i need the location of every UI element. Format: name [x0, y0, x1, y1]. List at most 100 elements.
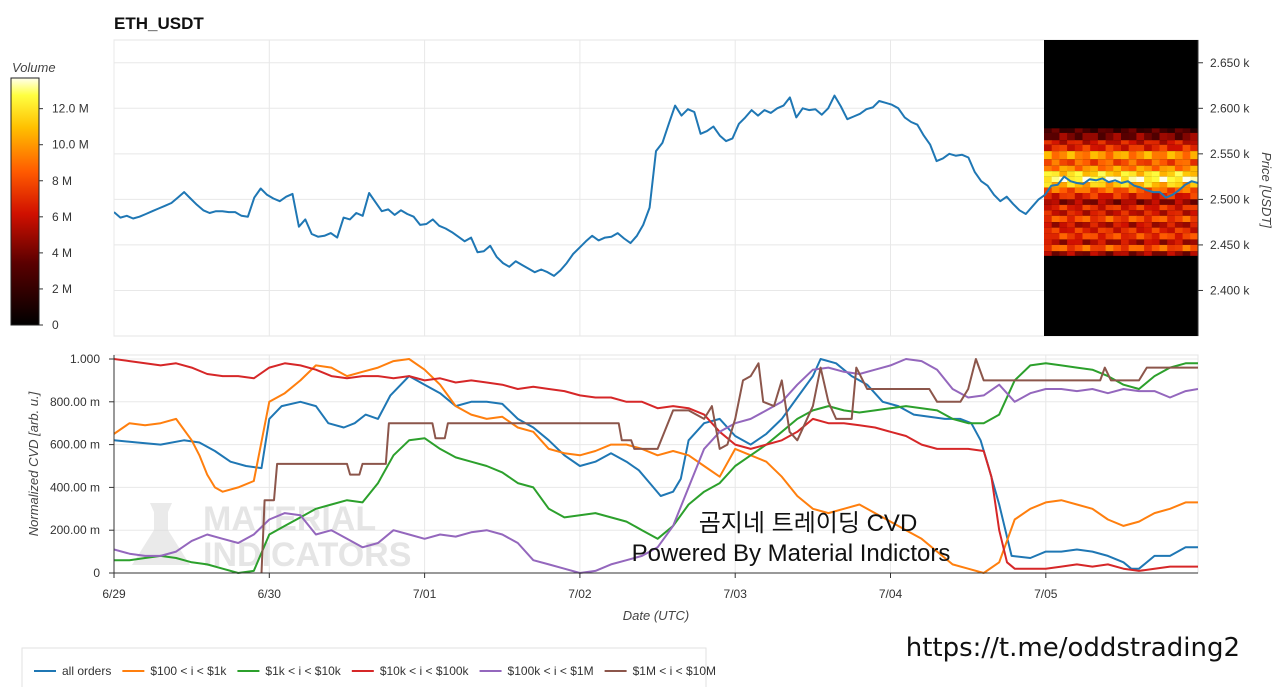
heatmap-cell [1097, 171, 1107, 177]
heatmap-cell [1159, 222, 1168, 228]
heatmap-cell [1051, 193, 1060, 200]
heatmap-cell [1044, 239, 1053, 245]
heatmap-cell [1144, 128, 1153, 133]
heatmap-cell [1113, 165, 1122, 172]
heatmap-cell [1182, 144, 1191, 152]
heatmap-cell [1113, 215, 1122, 223]
heatmap-cell [1074, 144, 1083, 152]
heatmap-cell [1090, 151, 1099, 160]
heatmap-cell [1159, 233, 1168, 240]
heatmap-cell [1090, 159, 1099, 166]
heatmap-cell [1121, 182, 1130, 188]
price-axis-ticks: 2.400 k 2.450 k 2.500 k 2.550 k 2.600 k 2.650… [1197, 40, 1250, 336]
heatmap-cell [1167, 187, 1176, 194]
heatmap-cell [1090, 244, 1099, 252]
heatmap-cell [1051, 132, 1060, 141]
heatmap-cell [1067, 227, 1076, 234]
colorbar-label: Volume [12, 60, 56, 75]
heatmap-cell [1128, 193, 1137, 200]
heatmap-cell [1136, 193, 1145, 200]
heatmap-cell [1105, 244, 1114, 252]
heatmap-cell [1174, 165, 1184, 172]
heatmap-cell [1051, 244, 1060, 252]
heatmap-cell [1074, 204, 1083, 211]
heatmap-cell [1044, 176, 1053, 183]
heatmap-cell [1105, 215, 1114, 223]
heatmap-cell [1167, 233, 1176, 240]
price-tick-label: 2.400 k [1210, 283, 1250, 297]
heatmap-cell [1113, 199, 1122, 205]
price-series [114, 94, 1198, 277]
heatmap-cell [1182, 187, 1191, 194]
heatmap-cell [1097, 244, 1107, 252]
flask-icon [132, 503, 190, 565]
heatmap-cell [1074, 233, 1083, 240]
heatmap-cell [1059, 144, 1068, 152]
heatmap-cell [1136, 187, 1145, 194]
heatmap-cell [1097, 165, 1107, 172]
heatmap-cell [1051, 165, 1060, 172]
heatmap-cell [1136, 176, 1145, 183]
heatmap-cell [1044, 171, 1053, 177]
heatmap-cell [1082, 128, 1091, 133]
heatmap-cell [1082, 151, 1091, 160]
heatmap-cell [1067, 187, 1076, 194]
cvd-x-tick-label: 7/05 [1034, 587, 1058, 601]
price-tick-label: 2.450 k [1210, 238, 1250, 252]
heatmap-cell [1067, 193, 1076, 200]
heatmap-cell [1113, 244, 1122, 252]
heatmap-cell [1097, 251, 1107, 256]
x-axis-label: Date (UTC) [623, 608, 689, 623]
heatmap-cell [1074, 132, 1083, 141]
heatmap-cell [1151, 215, 1160, 223]
heatmap-cell [1121, 251, 1130, 256]
heatmap-cell [1151, 128, 1160, 133]
heatmap-cell [1090, 128, 1099, 133]
heatmap-cell [1136, 227, 1145, 234]
heatmap-cell [1167, 165, 1176, 172]
heatmap-cell [1059, 176, 1068, 183]
heatmap-cell [1067, 165, 1076, 172]
heatmap-cell [1144, 215, 1153, 223]
colorbar-tick-label: 2 M [52, 282, 72, 296]
heatmap-cell [1090, 132, 1099, 141]
heatmap-cell [1082, 176, 1091, 183]
heatmap-cell [1105, 132, 1114, 141]
heatmap-cell [1151, 159, 1160, 166]
heatmap-cell [1144, 151, 1153, 160]
heatmap-cell [1059, 233, 1068, 240]
cvd-x-tick-label: 7/03 [724, 587, 748, 601]
heatmap-cell [1167, 144, 1176, 152]
heatmap-cell [1144, 239, 1153, 245]
heatmap-cell [1059, 159, 1068, 166]
heatmap-cell [1121, 244, 1130, 252]
heatmap-cell [1190, 128, 1198, 133]
channel-url[interactable]: https://t.me/oddstrading2 [906, 633, 1240, 663]
heatmap-cell [1105, 210, 1114, 216]
heatmap-cell [1059, 222, 1068, 228]
heatmap-cell [1144, 159, 1153, 166]
heatmap-cell [1082, 182, 1091, 188]
heatmap-cell [1113, 159, 1122, 166]
heatmap-cell [1082, 251, 1091, 256]
cvd-series [114, 358, 1198, 570]
heatmap-cell [1067, 144, 1076, 152]
heatmap-cell [1090, 193, 1099, 200]
heatmap-cell [1136, 140, 1145, 145]
heatmap-cell [1082, 165, 1091, 172]
heatmap-cell [1174, 204, 1184, 211]
heatmap-cell [1082, 140, 1091, 145]
heatmap-cell [1067, 182, 1076, 188]
heatmap-cell [1121, 144, 1130, 152]
heatmap-cell [1105, 176, 1114, 183]
heatmap-cell [1051, 144, 1060, 152]
heatmap-cell [1167, 132, 1176, 141]
heatmap-cell [1044, 204, 1053, 211]
heatmap-cell [1090, 165, 1099, 172]
heatmap-cell [1090, 222, 1099, 228]
colorbar-tick-label: 6 M [52, 210, 72, 224]
heatmap-cell [1097, 215, 1107, 223]
heatmap-cell [1097, 159, 1107, 166]
heatmap-cell [1059, 215, 1068, 223]
heatmap-cell [1136, 199, 1145, 205]
